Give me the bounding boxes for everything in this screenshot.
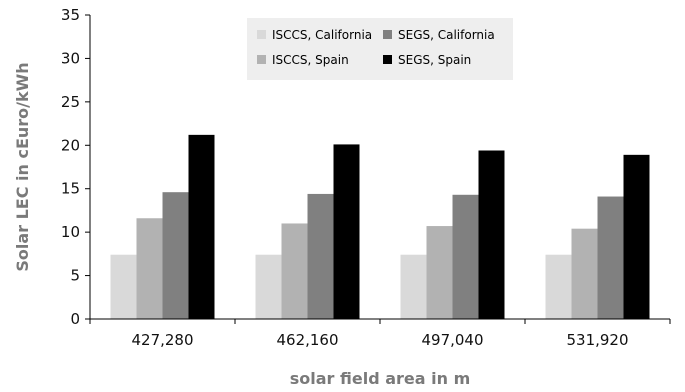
legend-swatch [383, 30, 392, 39]
legend-swatch [257, 55, 266, 64]
bar-segs-spain-2 [478, 150, 505, 319]
bar-segs-california-1 [307, 193, 334, 319]
x-tick-label: 427,280 [131, 331, 193, 349]
bar-isccs-spain-0 [136, 218, 163, 319]
x-tick-label: 497,040 [421, 331, 483, 349]
bar-isccs-california-1 [255, 254, 282, 319]
x-tick-label: 531,920 [566, 331, 628, 349]
bar-segs-spain-1 [333, 144, 360, 319]
legend-box [247, 18, 513, 80]
bar-segs-california-0 [162, 192, 189, 319]
bar-segs-california-3 [597, 196, 624, 319]
plot-area [110, 134, 650, 319]
y-tick-label: 5 [70, 267, 80, 285]
bar-isccs-california-3 [545, 254, 572, 319]
legend-swatch [257, 30, 266, 39]
bar-isccs-spain-2 [426, 226, 453, 319]
legend-label: SEGS, California [398, 28, 495, 42]
bar-isccs-california-2 [400, 254, 427, 319]
y-tick-label: 15 [61, 180, 80, 198]
legend: ISCCS, California SEGS, California ISCCS, … [247, 18, 513, 80]
legend-label: ISCCS, Spain [272, 53, 349, 67]
bar-segs-spain-3 [623, 154, 650, 319]
y-tick-label: 25 [61, 93, 80, 111]
x-axis-title: solar field area in m [290, 369, 471, 388]
axes: 0 5 10 15 20 25 30 35 427,280 462,160 497,040 531,9… [61, 6, 671, 349]
legend-label: ISCCS, California [272, 28, 372, 42]
bar-isccs-california-0 [110, 254, 137, 319]
y-tick-label: 35 [61, 6, 80, 24]
x-tick-label: 462,160 [276, 331, 338, 349]
y-tick-label: 10 [61, 223, 80, 241]
bar-segs-spain-0 [188, 134, 215, 319]
y-axis-title: Solar LEC in cEuro/kWh [13, 62, 32, 271]
y-tick-label: 0 [70, 310, 80, 328]
y-tick-label: 20 [61, 136, 80, 154]
legend-swatch [383, 55, 392, 64]
bar-isccs-spain-1 [281, 223, 308, 319]
y-tick-label: 30 [61, 49, 80, 67]
legend-label: SEGS, Spain [398, 53, 471, 67]
bar-isccs-spain-3 [571, 228, 598, 319]
bar-segs-california-2 [452, 194, 479, 319]
